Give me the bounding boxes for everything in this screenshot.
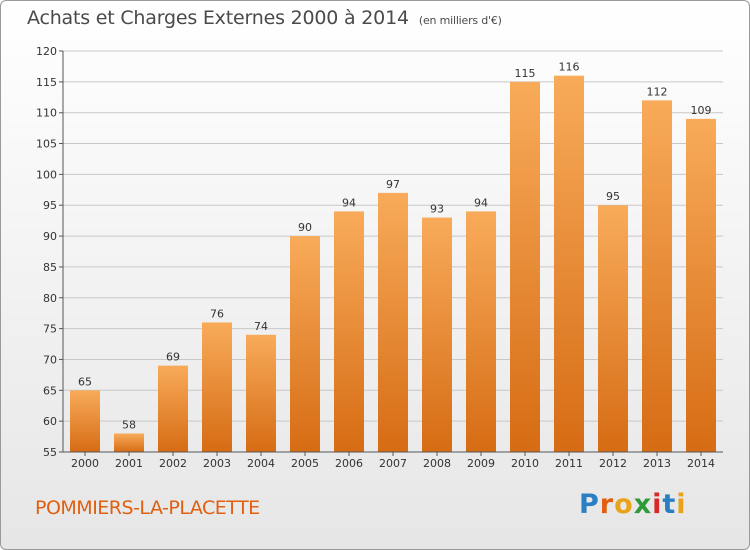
bar-2002 bbox=[158, 365, 188, 452]
logo-letter: i bbox=[676, 489, 687, 520]
bar-2012 bbox=[598, 205, 628, 452]
y-tick-label: 85 bbox=[43, 261, 57, 274]
x-tick-label: 2004 bbox=[247, 457, 275, 470]
logo-letter: r bbox=[599, 489, 615, 520]
y-tick-label: 55 bbox=[43, 446, 57, 459]
chart-title: Achats et Charges Externes 2000 à 2014 (e… bbox=[27, 7, 502, 29]
value-label: 94 bbox=[474, 196, 488, 209]
logo-letter: P bbox=[579, 489, 600, 520]
bar-2007 bbox=[378, 192, 408, 452]
y-tick-label: 75 bbox=[43, 323, 57, 336]
logo-letter: o bbox=[614, 489, 634, 520]
x-tick-label: 2009 bbox=[467, 457, 495, 470]
value-label: 65 bbox=[78, 375, 92, 388]
x-tick-label: 2013 bbox=[643, 457, 671, 470]
value-label: 69 bbox=[166, 351, 180, 364]
y-tick-label: 80 bbox=[43, 292, 57, 305]
value-label: 93 bbox=[430, 203, 444, 216]
unit-text: (en milliers d'€) bbox=[418, 14, 502, 27]
x-tick-label: 2012 bbox=[599, 457, 627, 470]
x-tick-label: 2007 bbox=[379, 457, 407, 470]
x-tick-label: 2008 bbox=[423, 457, 451, 470]
bar-2009 bbox=[466, 211, 496, 452]
proxiti-logo: Proxiti bbox=[579, 489, 687, 520]
bar-2010 bbox=[510, 81, 540, 452]
x-tick-label: 2010 bbox=[511, 457, 539, 470]
bar-2008 bbox=[422, 217, 452, 452]
x-tick-label: 2003 bbox=[203, 457, 231, 470]
bar-2011 bbox=[554, 75, 584, 452]
value-label: 90 bbox=[298, 221, 312, 234]
town-name: POMMIERS-LA-PLACETTE bbox=[35, 497, 260, 519]
bar-2006 bbox=[334, 211, 364, 452]
y-tick-label: 95 bbox=[43, 199, 57, 212]
x-tick-label: 2005 bbox=[291, 457, 319, 470]
bar-2001 bbox=[114, 433, 144, 452]
x-tick-label: 2001 bbox=[115, 457, 143, 470]
value-label: 95 bbox=[606, 190, 620, 203]
bar-2000 bbox=[70, 390, 100, 452]
bar-2003 bbox=[202, 322, 232, 452]
y-tick-label: 90 bbox=[43, 230, 57, 243]
bars: 65 58 69 76 74 90 94 97 93 94 115 116 95 112 109 bbox=[70, 61, 716, 452]
value-label: 76 bbox=[210, 307, 224, 320]
bar-2013 bbox=[642, 100, 672, 452]
x-tick-label: 2011 bbox=[555, 457, 583, 470]
value-label: 109 bbox=[691, 104, 712, 117]
x-tick-label: 2002 bbox=[159, 457, 187, 470]
y-tick-label: 60 bbox=[43, 415, 57, 428]
bar-2014 bbox=[686, 118, 716, 452]
x-tick-label: 2006 bbox=[335, 457, 363, 470]
y-tick-label: 115 bbox=[36, 76, 57, 89]
y-tick-label: 100 bbox=[36, 168, 57, 181]
y-tick-label: 110 bbox=[36, 107, 57, 120]
value-label: 116 bbox=[559, 61, 580, 74]
value-label: 58 bbox=[122, 418, 136, 431]
axes: 55 60 65 70 75 80 85 90 95 100 105 110 115 120 2000 200… bbox=[36, 45, 723, 470]
value-label: 74 bbox=[254, 320, 268, 333]
x-tick-label: 2014 bbox=[687, 457, 715, 470]
logo-letter: i bbox=[652, 489, 663, 520]
value-label: 115 bbox=[515, 67, 536, 80]
y-tick-label: 120 bbox=[36, 45, 57, 58]
title-text: Achats et Charges Externes 2000 à 2014 bbox=[27, 7, 409, 29]
bar-2004 bbox=[246, 334, 276, 452]
bar-2005 bbox=[290, 236, 320, 452]
x-tick-label: 2000 bbox=[71, 457, 99, 470]
value-label: 97 bbox=[386, 178, 400, 191]
y-tick-label: 105 bbox=[36, 138, 57, 151]
logo-letter: t bbox=[662, 489, 677, 520]
logo-letter: x bbox=[633, 489, 653, 520]
y-tick-label: 65 bbox=[43, 384, 57, 397]
value-label: 94 bbox=[342, 196, 356, 209]
y-tick-label: 70 bbox=[43, 353, 57, 366]
value-label: 112 bbox=[647, 85, 668, 98]
